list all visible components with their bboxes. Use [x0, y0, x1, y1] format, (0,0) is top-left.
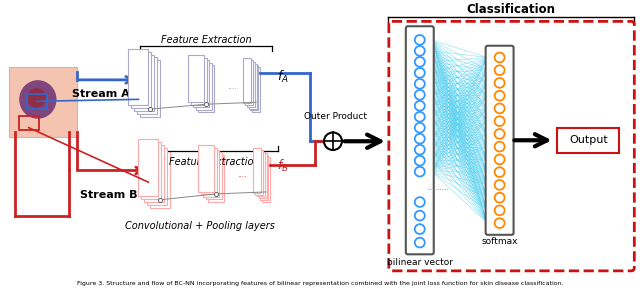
Text: Stream B: Stream B	[80, 190, 137, 200]
Bar	[257, 151, 265, 196]
Text: ....: ....	[237, 170, 247, 179]
Text: Stream A: Stream A	[72, 89, 129, 99]
Bar	[150, 151, 170, 207]
Bar	[140, 60, 161, 117]
Bar	[205, 152, 221, 199]
Bar	[208, 155, 224, 202]
Text: ....: ....	[227, 82, 237, 91]
Bar	[259, 153, 266, 198]
Ellipse shape	[27, 88, 46, 108]
Bar	[248, 64, 257, 108]
Text: $f_A$: $f_A$	[277, 69, 289, 85]
Bar	[250, 65, 259, 110]
Text: Classification: Classification	[467, 3, 556, 16]
Bar	[201, 148, 217, 194]
Text: Output: Output	[569, 135, 608, 145]
Bar	[131, 52, 152, 108]
Bar	[129, 49, 148, 105]
Bar	[204, 150, 220, 197]
Bar	[252, 67, 260, 112]
Text: Feature Extraction: Feature Extraction	[169, 157, 260, 167]
Bar	[198, 145, 214, 192]
Bar	[243, 58, 251, 103]
Bar	[27, 94, 47, 109]
Bar	[245, 60, 253, 105]
Bar	[138, 57, 157, 114]
Text: softmax: softmax	[481, 237, 518, 246]
Bar	[193, 60, 209, 107]
Bar	[141, 142, 161, 199]
Bar	[198, 65, 214, 112]
Bar	[138, 139, 158, 196]
Bar	[9, 67, 77, 137]
Bar	[134, 54, 154, 111]
Bar	[145, 145, 164, 202]
Bar	[191, 58, 207, 105]
Bar	[262, 157, 270, 202]
Text: Convolutional + Pooling layers: Convolutional + Pooling layers	[125, 221, 275, 231]
Bar	[188, 55, 204, 102]
Text: bilinear vector: bilinear vector	[387, 258, 452, 267]
FancyBboxPatch shape	[406, 26, 434, 254]
Text: Feature Extraction: Feature Extraction	[161, 35, 252, 45]
Bar	[196, 63, 212, 110]
Bar	[253, 148, 261, 193]
Bar	[19, 116, 38, 130]
Circle shape	[324, 132, 342, 150]
FancyBboxPatch shape	[486, 46, 513, 235]
Ellipse shape	[19, 80, 56, 119]
Bar	[255, 150, 263, 195]
Bar	[260, 155, 268, 200]
Text: ..........: ..........	[426, 185, 449, 192]
Bar	[147, 148, 167, 205]
Bar	[247, 62, 255, 107]
Text: $f_B$: $f_B$	[277, 158, 289, 174]
Text: Figure 3. Structure and flow of BC-NN incorporating features of bilinear represe: Figure 3. Structure and flow of BC-NN in…	[77, 282, 563, 287]
Text: Outer Product: Outer Product	[305, 112, 367, 121]
Bar	[557, 128, 620, 153]
